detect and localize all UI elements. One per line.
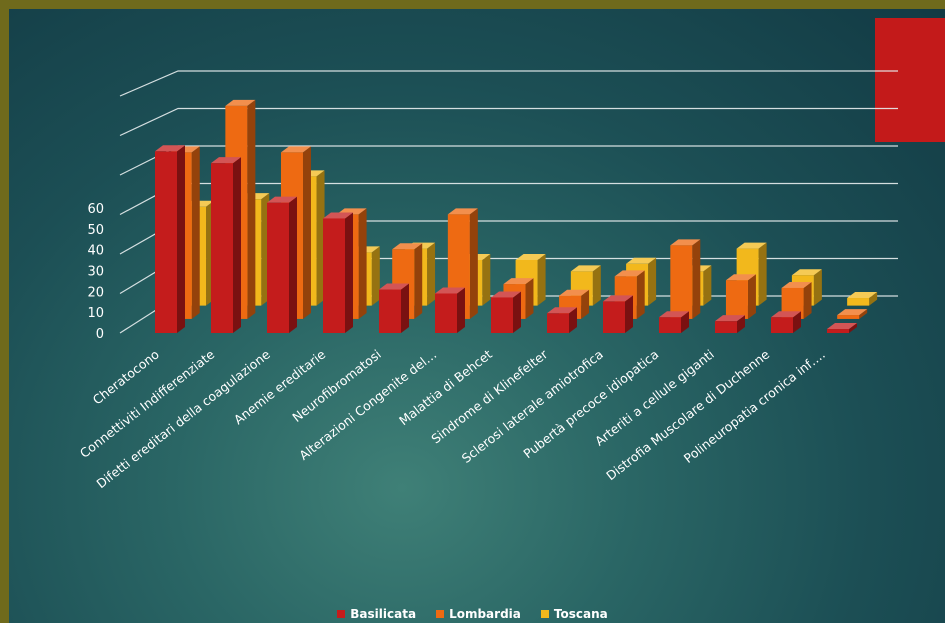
legend-item-toscana: Toscana	[540, 605, 608, 623]
bar-basilicata-1	[211, 157, 241, 333]
gridline	[119, 70, 898, 97]
bar-basilicata-4	[379, 283, 409, 333]
bar-basilicata-3	[323, 212, 353, 333]
red-accent-block	[875, 18, 945, 142]
bar-lombardia-11	[781, 281, 812, 319]
y-tick-label: 60	[87, 202, 104, 217]
bar-lombardia-9	[670, 239, 701, 319]
bar-lombardia-10	[725, 274, 756, 319]
bar-basilicata-0	[155, 145, 185, 333]
bar-basilicata-8	[603, 295, 633, 333]
bar-basilicata-6	[491, 291, 521, 333]
bars	[155, 99, 878, 333]
category-label: Anemie ereditarie	[231, 346, 329, 427]
y-tick-label: 30	[87, 265, 104, 280]
legend-swatch-basilicata	[337, 610, 346, 618]
gridline	[119, 107, 898, 137]
bar-basilicata-2	[267, 196, 297, 333]
legend-label-toscana: Toscana	[553, 607, 608, 621]
bar-toscana-12	[847, 292, 878, 306]
bar-basilicata-5	[435, 287, 465, 333]
legend-swatch-lombardia	[436, 610, 445, 618]
y-tick-label: 20	[87, 285, 104, 300]
legend-label-lombardia: Lombardia	[449, 607, 521, 621]
y-tick-label: 50	[87, 223, 104, 238]
bar-basilicata-11	[771, 311, 801, 333]
legend-label-basilicata: Basilicata	[350, 607, 417, 621]
bar-lombardia-12	[837, 309, 868, 319]
bar-basilicata-10	[715, 315, 745, 333]
bar-basilicata-9	[659, 311, 689, 333]
y-axis-ticks: 0 10 20 30 40 50 60	[87, 202, 104, 342]
y-tick-label: 10	[87, 306, 104, 321]
y-tick-label: 40	[87, 244, 104, 259]
legend-item-lombardia: Lombardia	[436, 605, 521, 623]
y-tick-label: 0	[96, 327, 104, 342]
bar-basilicata-7	[547, 307, 577, 333]
legend: Basilicata Lombardia Toscana	[0, 605, 945, 623]
legend-item-basilicata: Basilicata	[337, 605, 416, 623]
legend-swatch-toscana	[540, 610, 549, 618]
category-label: Malattia di Behcet	[396, 346, 495, 428]
bar-basilicata-12	[827, 323, 857, 333]
